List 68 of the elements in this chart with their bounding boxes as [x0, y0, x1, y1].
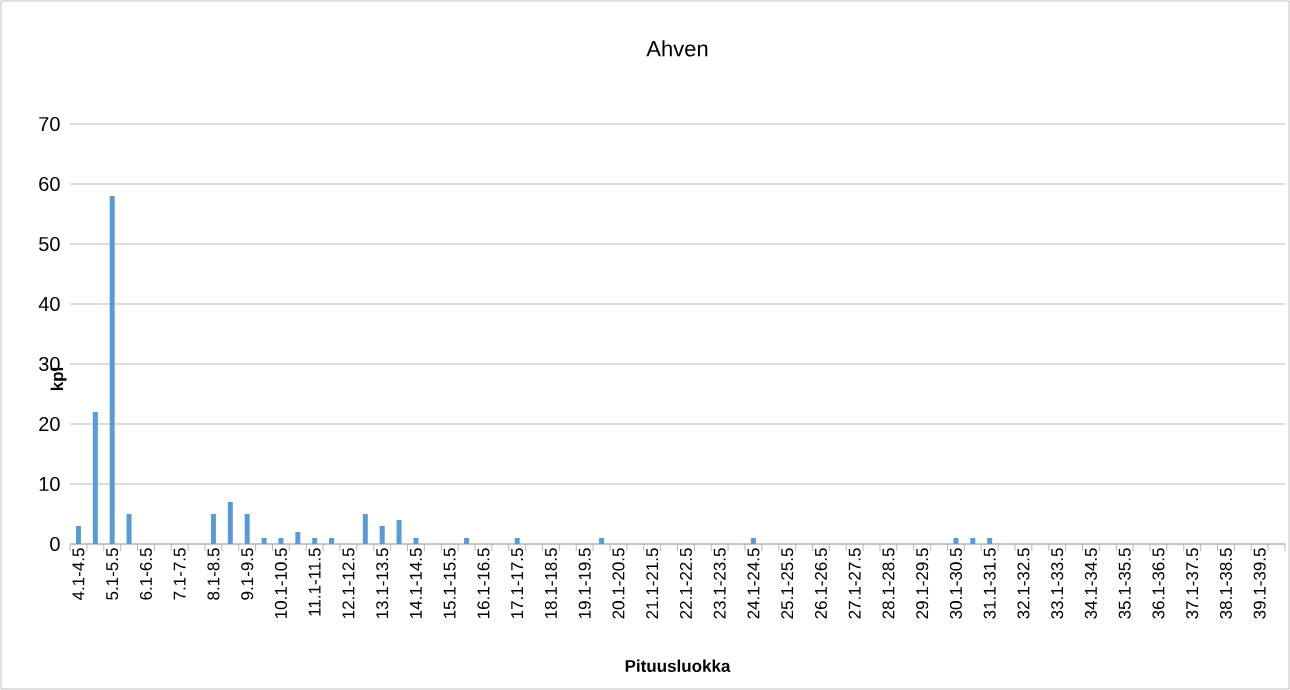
- x-tick-label: 15.1-15.5: [443, 548, 456, 619]
- x-tick-label: 26.1-26.5: [814, 548, 827, 619]
- bar: [126, 513, 132, 544]
- x-tick-label: 38.1-38.5: [1219, 548, 1232, 619]
- bar: [261, 537, 267, 544]
- bar: [413, 537, 419, 544]
- x-tick-label: 12.1-12.5: [342, 548, 355, 619]
- bar: [295, 531, 301, 544]
- x-tick-label: 32.1-32.5: [1017, 548, 1030, 619]
- x-tick-label: 6.1-6.5: [139, 548, 152, 600]
- x-tick-label: 39.1-39.5: [1253, 548, 1266, 619]
- x-tick-label: 9.1-9.5: [241, 548, 254, 600]
- bar: [92, 411, 98, 544]
- bar: [987, 537, 993, 544]
- bar: [464, 537, 470, 544]
- bar: [210, 513, 216, 544]
- y-tick-label: 40: [38, 296, 60, 312]
- x-tick-label: 8.1-8.5: [207, 548, 220, 600]
- x-tick-label: 33.1-33.5: [1051, 548, 1064, 619]
- bar: [109, 195, 115, 544]
- x-tick-label: 19.1-19.5: [578, 548, 591, 619]
- bar: [278, 537, 284, 544]
- x-tick-label: 11.1-11.5: [308, 548, 321, 616]
- bar: [75, 525, 81, 544]
- x-tick-label: 35.1-35.5: [1118, 548, 1131, 619]
- x-tick-label: 13.1-13.5: [376, 548, 389, 619]
- y-tick-label: 0: [50, 536, 60, 552]
- x-tick-label: 36.1-36.5: [1152, 548, 1165, 619]
- bar: [329, 537, 335, 544]
- y-tick-label: 70: [39, 116, 60, 132]
- bar: [227, 501, 233, 544]
- x-tick-label: 20.1-20.5: [612, 548, 625, 619]
- y-tick-label: 50: [39, 236, 60, 252]
- x-axis-title: Pituusluokka: [625, 659, 731, 673]
- x-tick-label: 30.1-30.5: [949, 548, 962, 619]
- bar: [599, 537, 605, 544]
- x-tick-label: 17.1-17.5: [511, 548, 524, 619]
- y-tick-label: 20: [39, 416, 60, 432]
- bar: [396, 519, 402, 544]
- x-tick-label: 23.1-23.5: [713, 548, 726, 619]
- x-tick-label: 5.1-5.5: [106, 548, 119, 600]
- bar: [514, 537, 520, 544]
- x-tick-label: 4.1-4.5: [72, 548, 85, 601]
- x-tick-label: 10.1-10.5: [274, 548, 287, 619]
- x-tick-label: 34.1-34.5: [1084, 548, 1097, 619]
- bar: [750, 537, 756, 544]
- bar: [244, 513, 250, 544]
- chart-title: Ahven: [646, 40, 708, 57]
- x-tick-label: 16.1-16.5: [477, 548, 490, 619]
- x-tick-label: 28.1-28.5: [882, 548, 895, 619]
- x-tick-label: 29.1-29.5: [916, 548, 929, 619]
- x-tick-label: 18.1-18.5: [544, 548, 557, 619]
- x-tick-label: 24.1-24.5: [747, 548, 760, 619]
- x-tick-label: 27.1-27.5: [848, 548, 861, 619]
- bar: [970, 537, 976, 544]
- bar: [312, 537, 318, 544]
- y-tick-label: 60: [39, 176, 60, 192]
- x-tick-label: 21.1-21.5: [646, 548, 659, 619]
- bar: [362, 513, 368, 544]
- x-tick-label: 31.1-31.5: [983, 548, 996, 619]
- x-tick-label: 7.1-7.5: [173, 548, 186, 600]
- x-tick-label: 37.1-37.5: [1186, 548, 1199, 619]
- x-tick-label: 14.1-14.5: [410, 548, 422, 619]
- y-tick-label: 10: [39, 476, 60, 492]
- bar: [953, 537, 959, 544]
- x-tick-label: 25.1-25.5: [781, 548, 794, 619]
- bar: [379, 525, 385, 544]
- x-tick-label: 22.1-22.5: [679, 548, 692, 619]
